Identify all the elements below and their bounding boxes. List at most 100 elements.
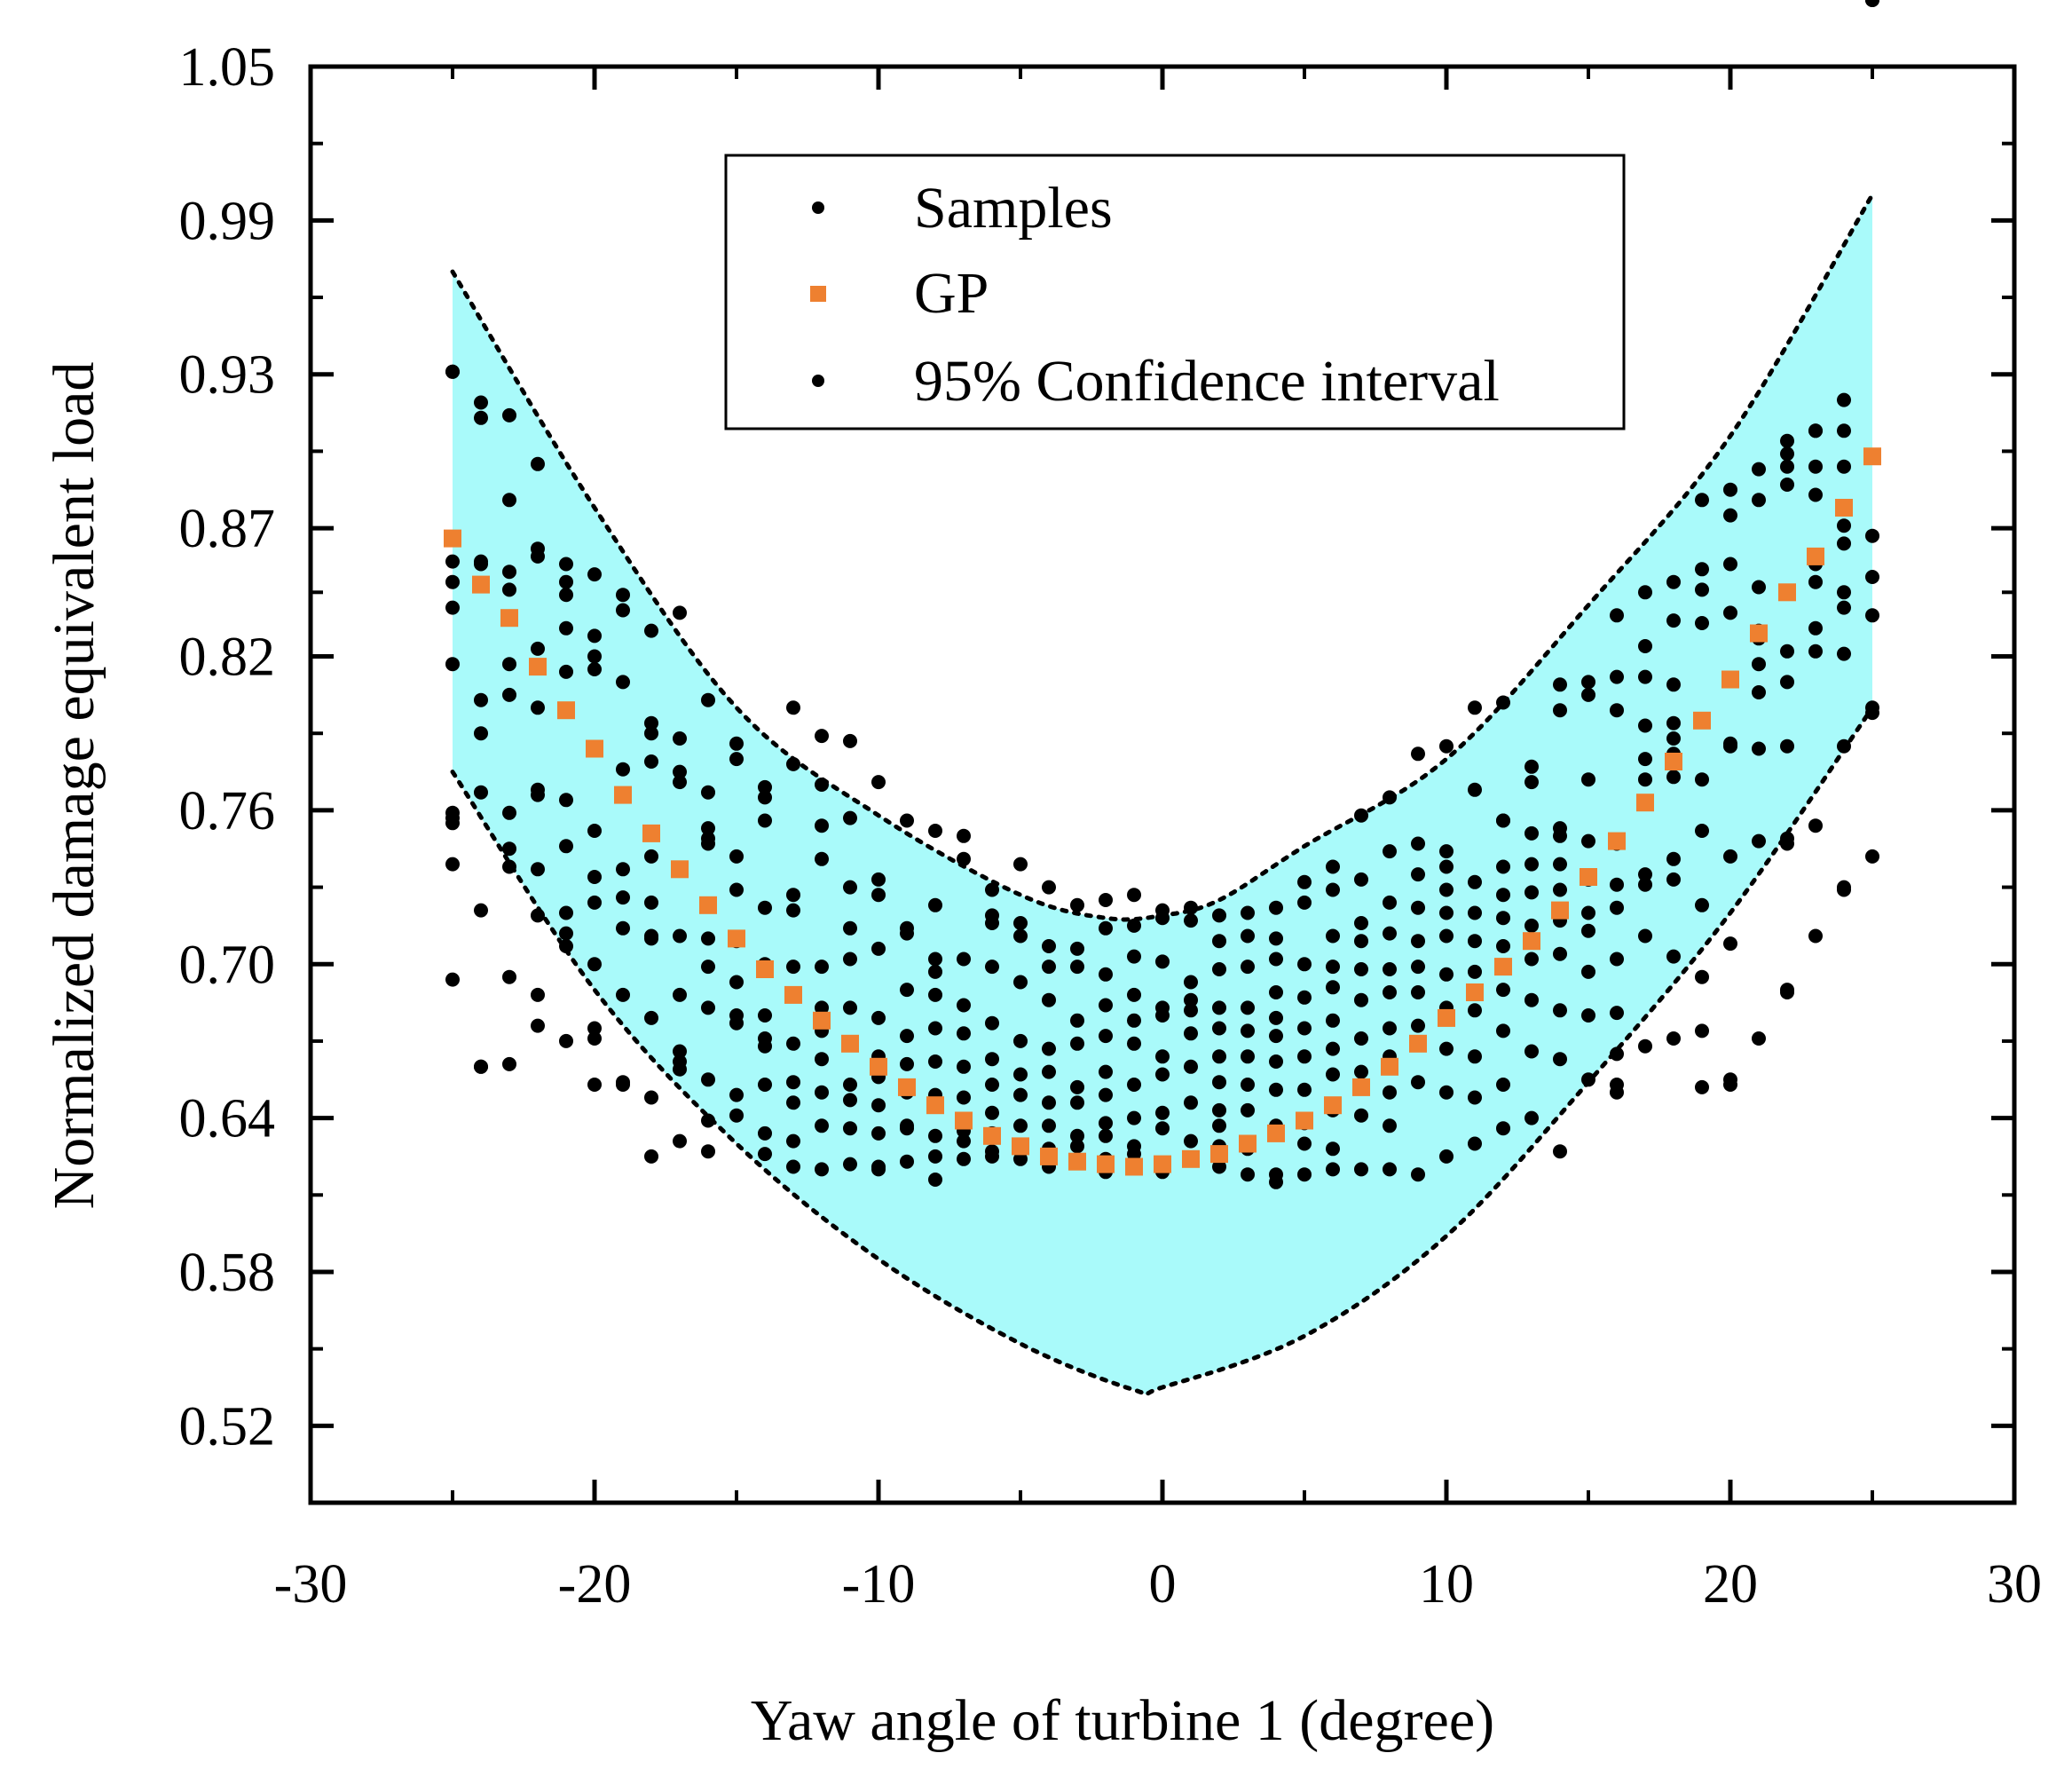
sample-point [957, 1151, 971, 1166]
x-tick-label: -10 [842, 1554, 916, 1615]
sample-point [1297, 1082, 1312, 1097]
sample-point [1297, 874, 1312, 889]
gp-marker [898, 1078, 916, 1096]
sample-point [843, 1093, 857, 1108]
gp-marker [1182, 1149, 1200, 1168]
legend-samples-label: Samples [914, 176, 1113, 241]
sample-point [1553, 1052, 1567, 1067]
sample-point [1638, 585, 1652, 600]
sample-point [1269, 1167, 1283, 1182]
sample-point [1553, 703, 1567, 718]
sample-point [474, 1059, 488, 1074]
sample-point [1638, 772, 1652, 787]
gp-marker [444, 529, 461, 548]
sample-point [616, 1078, 630, 1092]
sample-point [1581, 964, 1595, 979]
sample-point [701, 1000, 715, 1015]
sample-point [701, 1072, 715, 1087]
sample-point [1524, 992, 1539, 1007]
sample-point [1013, 975, 1028, 990]
sample-point [1610, 1006, 1624, 1021]
sample-point [1666, 715, 1681, 731]
sample-point [957, 851, 971, 866]
gp-marker [1721, 670, 1739, 689]
sample-point [1496, 911, 1510, 926]
sample-point [1354, 808, 1368, 823]
sample-point [1468, 964, 1482, 979]
x-tick-label: -20 [558, 1554, 632, 1615]
y-tick-label: 0.70 [179, 935, 276, 995]
sample-point [673, 605, 687, 620]
sample-point [928, 1149, 942, 1164]
sample-point [673, 1133, 687, 1149]
gp-marker [1608, 832, 1626, 850]
gp-marker [1097, 1155, 1115, 1173]
sample-point [1581, 687, 1595, 702]
gp-marker [586, 739, 603, 758]
sample-point [1411, 985, 1425, 999]
sample-point [1468, 700, 1482, 715]
sample-point [644, 895, 658, 910]
sample-point [957, 1059, 971, 1074]
sample-point [1666, 613, 1681, 628]
sample-point [445, 816, 460, 831]
sample-point [1524, 857, 1539, 872]
sample-point [928, 964, 942, 979]
sample-point [1184, 1095, 1198, 1110]
sample-point [644, 715, 658, 731]
sample-point [1383, 985, 1397, 999]
sample-point [1383, 844, 1397, 859]
sample-point [1212, 908, 1226, 923]
sample-point [1808, 459, 1823, 474]
sample-point [502, 657, 516, 672]
sample-point [729, 1087, 744, 1102]
sample-point [1241, 1000, 1255, 1015]
sample-point [587, 1078, 602, 1092]
sample-point [616, 862, 630, 877]
sample-point [1070, 1036, 1084, 1051]
sample-point [1553, 857, 1567, 872]
sample-point [1212, 962, 1226, 976]
sample-point [1553, 677, 1567, 692]
sample-point [843, 952, 857, 967]
sample-point [815, 1000, 829, 1015]
sample-point [1042, 960, 1056, 975]
sample-point [1099, 893, 1113, 907]
sample-point [1496, 939, 1510, 953]
sample-point [445, 574, 460, 589]
sample-point [1155, 954, 1170, 969]
sample-point [1241, 1167, 1255, 1182]
gp-marker [1466, 983, 1484, 1001]
legend-gp-label: GP [914, 261, 989, 326]
sample-point [559, 588, 573, 603]
sample-point [1524, 952, 1539, 967]
sample-point [502, 859, 516, 874]
sample-point [1241, 1023, 1255, 1038]
gp-marker [870, 1057, 887, 1076]
sample-point [786, 700, 800, 715]
gp-marker [841, 1034, 859, 1053]
sample-point [1865, 528, 1879, 543]
sample-point [1383, 895, 1397, 910]
sample-point [729, 975, 744, 990]
x-tick-label: 30 [1987, 1554, 2042, 1615]
sample-point [1723, 936, 1737, 952]
legend: Samples GP 95% Confidence interval [724, 154, 1626, 430]
sample-point [531, 456, 545, 471]
sample-point [758, 1125, 772, 1141]
sample-point [1383, 1162, 1397, 1177]
sample-point [1269, 931, 1283, 946]
sample-point [587, 870, 602, 884]
gp-marker [1125, 1157, 1143, 1176]
sample-point [1610, 703, 1624, 718]
sample-point [1780, 446, 1794, 462]
sample-point [1411, 900, 1425, 915]
sample-point [871, 888, 886, 903]
sample-point [644, 1090, 658, 1105]
sample-point [1070, 1128, 1084, 1143]
sample-point [1581, 772, 1595, 787]
sample-point [1638, 1038, 1652, 1054]
sample-point [445, 554, 460, 569]
sample-point [1099, 920, 1113, 936]
sample-point [559, 1033, 573, 1048]
